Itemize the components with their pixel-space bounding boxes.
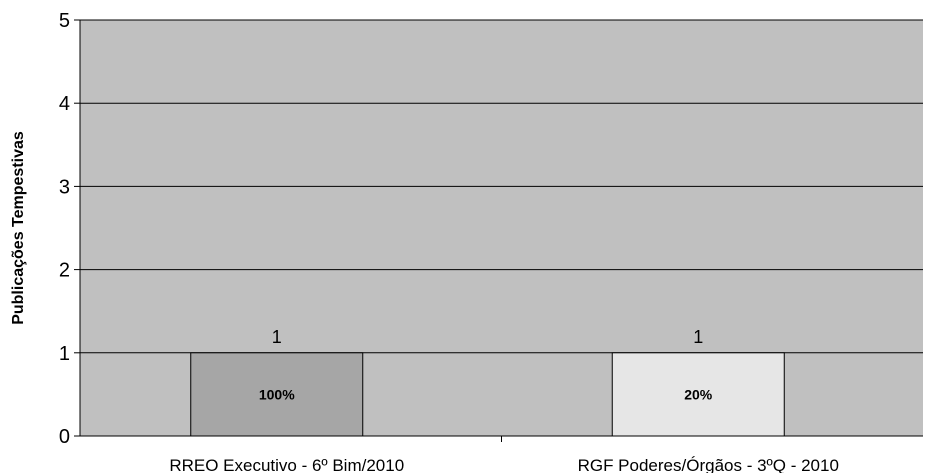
y-tick-label: 4 bbox=[59, 93, 70, 115]
bar-value-label: 1 bbox=[693, 327, 703, 347]
y-tick-label: 2 bbox=[59, 260, 70, 282]
y-axis-label: Publicações Tempestivas bbox=[10, 131, 27, 325]
bar-value-label: 1 bbox=[272, 327, 282, 347]
x-tick-label: RGF Poderes/Órgãos - 3ºQ - 2010 bbox=[578, 456, 839, 473]
x-tick-label: RREO Executivo - 6º Bim/2010 bbox=[169, 456, 404, 473]
y-tick-label: 1 bbox=[59, 343, 70, 365]
y-tick-label: 0 bbox=[59, 426, 70, 448]
y-tick-label: 5 bbox=[59, 10, 70, 32]
bar-percent-label: 20% bbox=[684, 386, 713, 402]
y-tick-label: 3 bbox=[59, 176, 70, 198]
bar-percent-label: 100% bbox=[259, 386, 295, 402]
